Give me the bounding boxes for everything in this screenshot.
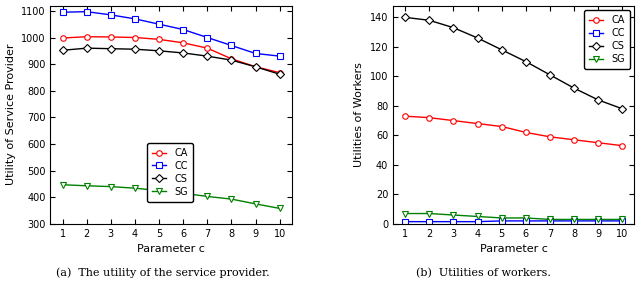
CA (228, 57, 236, 61)
CA (450, 119, 458, 122)
Text: (a)  The utility of the service provider.: (a) The utility of the service provider. (56, 268, 270, 278)
CA (570, 138, 578, 141)
Line: CS: CS (403, 15, 625, 112)
Y-axis label: Utilities of Workers: Utilities of Workers (354, 62, 364, 167)
SG (276, 207, 284, 210)
CA (522, 131, 530, 134)
CC (59, 11, 67, 14)
CC (107, 13, 115, 17)
SG (107, 185, 115, 188)
CC (570, 219, 578, 223)
SG (426, 212, 433, 215)
CS (252, 65, 259, 69)
CS (107, 47, 115, 51)
Text: (b)  Utilities of workers.: (b) Utilities of workers. (416, 268, 550, 278)
SG (228, 197, 236, 201)
CA (156, 38, 163, 41)
CS (595, 98, 602, 102)
Line: CS: CS (60, 45, 282, 77)
CS (179, 51, 187, 55)
SG (618, 218, 626, 221)
CC (204, 36, 211, 39)
CC (156, 22, 163, 26)
SG (498, 216, 506, 220)
SG (401, 212, 409, 215)
CA (546, 135, 554, 139)
CS (618, 107, 626, 110)
SG (83, 184, 90, 187)
CS (131, 47, 139, 51)
CS (156, 49, 163, 53)
CA (426, 116, 433, 119)
Y-axis label: Utility of Service Provider: Utility of Service Provider (6, 44, 15, 185)
CC (83, 10, 90, 13)
Line: SG: SG (60, 182, 282, 211)
SG (546, 218, 554, 221)
SG (179, 191, 187, 195)
Legend: CA, CC, CS, SG: CA, CC, CS, SG (584, 10, 630, 69)
CA (595, 141, 602, 144)
SG (156, 189, 163, 192)
CC (546, 219, 554, 223)
SG (450, 213, 458, 217)
CA (179, 41, 187, 44)
CS (83, 46, 90, 50)
Line: CA: CA (60, 34, 282, 75)
CA (131, 36, 139, 39)
SG (474, 215, 481, 218)
CC (276, 55, 284, 58)
CS (498, 48, 506, 52)
CC (228, 44, 236, 47)
CC (498, 219, 506, 223)
CC (252, 52, 259, 55)
Line: CC: CC (403, 218, 625, 224)
SG (131, 187, 139, 190)
CS (522, 60, 530, 63)
CA (474, 122, 481, 125)
CS (450, 26, 458, 29)
CS (276, 73, 284, 76)
CS (401, 15, 409, 19)
CC (522, 219, 530, 223)
CS (204, 55, 211, 58)
CA (618, 144, 626, 148)
CA (83, 35, 90, 38)
SG (570, 218, 578, 221)
CC (426, 220, 433, 223)
CA (59, 36, 67, 40)
CA (107, 35, 115, 39)
CS (570, 86, 578, 90)
CA (204, 46, 211, 50)
SG (252, 202, 259, 205)
CS (228, 59, 236, 62)
X-axis label: Parameter c: Parameter c (480, 244, 548, 254)
Line: CA: CA (403, 113, 625, 148)
SG (522, 216, 530, 220)
SG (595, 218, 602, 221)
SG (59, 183, 67, 187)
Line: CC: CC (60, 9, 282, 59)
CS (474, 36, 481, 40)
CC (474, 220, 481, 223)
CC (401, 220, 409, 223)
CS (426, 19, 433, 22)
Line: SG: SG (403, 211, 625, 222)
CA (252, 65, 259, 69)
CA (498, 125, 506, 128)
CS (59, 49, 67, 52)
CC (618, 219, 626, 223)
CA (401, 115, 409, 118)
CC (450, 220, 458, 223)
SG (204, 195, 211, 198)
CS (546, 73, 554, 77)
CC (179, 28, 187, 31)
X-axis label: Parameter c: Parameter c (137, 244, 205, 254)
CC (595, 219, 602, 223)
CC (131, 17, 139, 21)
CA (276, 71, 284, 74)
Legend: CA, CC, CS, SG: CA, CC, CS, SG (147, 143, 193, 201)
